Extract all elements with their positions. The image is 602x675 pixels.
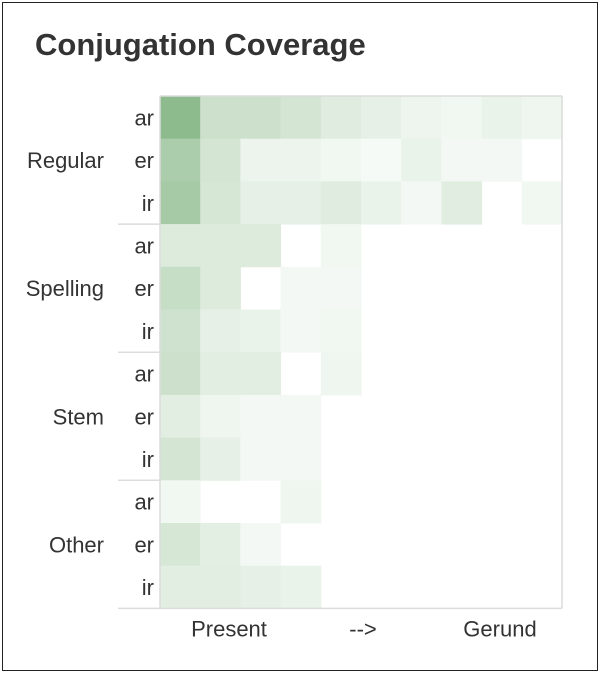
heatmap-cell: [280, 266, 322, 310]
heatmap-cell: [280, 96, 322, 140]
row-label: ir: [142, 575, 154, 600]
heatmap-cell: [240, 565, 282, 609]
heatmap-cell: [160, 138, 201, 182]
heatmap-cell: [160, 181, 201, 225]
group-label: Stem: [53, 404, 104, 429]
heatmap-cell: [240, 96, 282, 140]
heatmap-cell: [521, 96, 563, 140]
heatmap-cell: [160, 480, 201, 524]
heatmap-cell: [280, 309, 322, 353]
row-label: ar: [134, 105, 154, 130]
heatmap-cell: [160, 96, 201, 140]
heatmap-cell: [361, 96, 402, 140]
heatmap-chart: ar er ir Regular ar er ir Spelling ar er ir Stem ar e…: [26, 95, 563, 641]
heatmap-cell: [280, 480, 322, 524]
heatmap-cell: [160, 565, 201, 609]
heatmap-cell: [240, 352, 282, 396]
heatmap-cell: [200, 266, 241, 310]
heatmap-cell: [240, 523, 282, 567]
heatmap-cell: [200, 309, 241, 353]
heatmap-cell: [481, 96, 523, 140]
heatmap-cell: [160, 523, 201, 567]
heatmap-cell: [200, 96, 241, 140]
group-label: Spelling: [26, 276, 104, 301]
heatmap-cell: [200, 394, 241, 439]
heatmap-cell: [441, 138, 483, 182]
row-label: er: [134, 404, 154, 429]
heatmap-cell: [240, 437, 282, 481]
heatmap-cell: [521, 181, 563, 225]
row-label: ar: [134, 233, 154, 258]
heatmap-cell: [280, 437, 322, 481]
heatmap-cell: [401, 138, 442, 182]
heatmap-cell: [481, 138, 523, 182]
row-label: er: [134, 276, 154, 301]
heatmap-cell: [320, 96, 362, 140]
heatmap-cell: [240, 224, 282, 268]
x-tick-label: Gerund: [463, 616, 536, 641]
row-label: er: [134, 532, 154, 557]
heatmap-cell: [320, 352, 362, 396]
heatmap-cell: [200, 565, 241, 609]
x-tick-label: -->: [349, 616, 377, 641]
heatmap-cell: [240, 138, 282, 182]
heatmap-cell: [280, 565, 322, 609]
heatmap-cell: [200, 352, 241, 396]
heatmap-cell: [320, 224, 362, 268]
heatmap-cell: [200, 138, 241, 182]
heatmap-cell: [320, 309, 362, 353]
row-label: ir: [142, 319, 154, 344]
heatmap-cell: [240, 309, 282, 353]
row-label: ir: [142, 191, 154, 216]
heatmap-cell: [200, 523, 241, 567]
row-label: ar: [134, 362, 154, 387]
heatmap-cell: [320, 266, 362, 310]
heatmap-cell: [240, 394, 282, 439]
heatmap-cell: [320, 181, 362, 225]
heatmap-cell: [441, 96, 483, 140]
heatmap-cell: [160, 437, 201, 481]
heatmap-cell: [320, 138, 362, 182]
heatmap-cell: [200, 224, 241, 268]
heatmap-cell: [200, 437, 241, 481]
row-label: er: [134, 148, 154, 173]
heatmap-cell: [240, 181, 282, 225]
heatmap-cell: [160, 394, 201, 439]
chart-title: Conjugation Coverage: [35, 27, 366, 62]
heatmap-cell: [160, 352, 201, 396]
heatmap-cell: [280, 394, 322, 439]
heatmap-cell: [160, 309, 201, 353]
row-label: ar: [134, 490, 154, 515]
heatmap-cell: [401, 181, 442, 225]
heatmap-cell: [441, 181, 483, 225]
heatmap-cell: [280, 181, 322, 225]
heatmap-cell: [401, 96, 442, 140]
heatmap-cell: [160, 224, 201, 268]
heatmap-cell: [361, 138, 402, 182]
heatmap-cell: [200, 181, 241, 225]
row-label: ir: [142, 447, 154, 472]
x-tick-label: Present: [191, 616, 267, 641]
heatmap-cell: [280, 138, 322, 182]
heatmap-cell: [361, 181, 402, 225]
group-label: Other: [49, 532, 104, 557]
heatmap-cell: [160, 266, 201, 310]
group-label: Regular: [27, 148, 104, 173]
